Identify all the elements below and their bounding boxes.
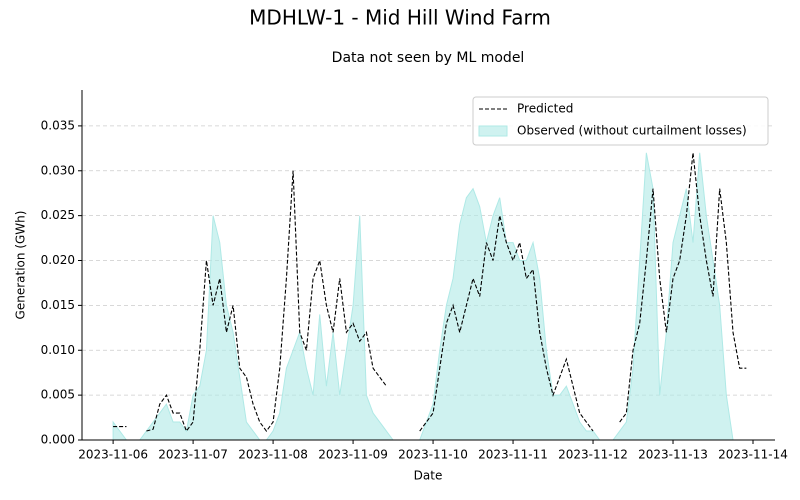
y-tick-label: 0.005 <box>41 388 75 402</box>
chart-title: MDHLW-1 - Mid Hill Wind Farm <box>249 6 551 30</box>
x-tick-label: 2023-11-11 <box>478 448 548 462</box>
y-axis-label: Generation (GWh) <box>14 211 28 320</box>
legend-swatch <box>478 125 508 137</box>
observed-area <box>112 152 747 441</box>
y-tick-label: 0.030 <box>41 163 75 177</box>
x-tick-label: 2023-11-13 <box>638 448 708 462</box>
legend-label: Predicted <box>517 102 573 116</box>
x-tick-label: 2023-11-08 <box>238 448 308 462</box>
x-tick-label: 2023-11-09 <box>318 448 388 462</box>
x-axis-label: Date <box>414 469 443 483</box>
chart-subtitle: Data not seen by ML model <box>332 50 525 66</box>
y-tick-label: 0.015 <box>41 298 75 312</box>
x-tick-label: 2023-11-12 <box>558 448 628 462</box>
x-tick-label: 2023-11-06 <box>78 448 148 462</box>
y-tick-label: 0.025 <box>41 208 75 222</box>
y-tick-label: 0.010 <box>41 343 75 357</box>
x-tick-label: 2023-11-10 <box>398 448 468 462</box>
y-tick-label: 0.000 <box>41 433 75 447</box>
y-tick-label: 0.020 <box>41 253 75 267</box>
x-tick-label: 2023-11-07 <box>158 448 228 462</box>
legend-box <box>472 96 769 146</box>
x-tick-label: 2023-11-14 <box>718 448 788 462</box>
y-tick-label: 0.035 <box>41 118 75 132</box>
legend-label: Observed (without curtailment losses) <box>517 124 747 138</box>
predicted-line <box>113 152 747 433</box>
